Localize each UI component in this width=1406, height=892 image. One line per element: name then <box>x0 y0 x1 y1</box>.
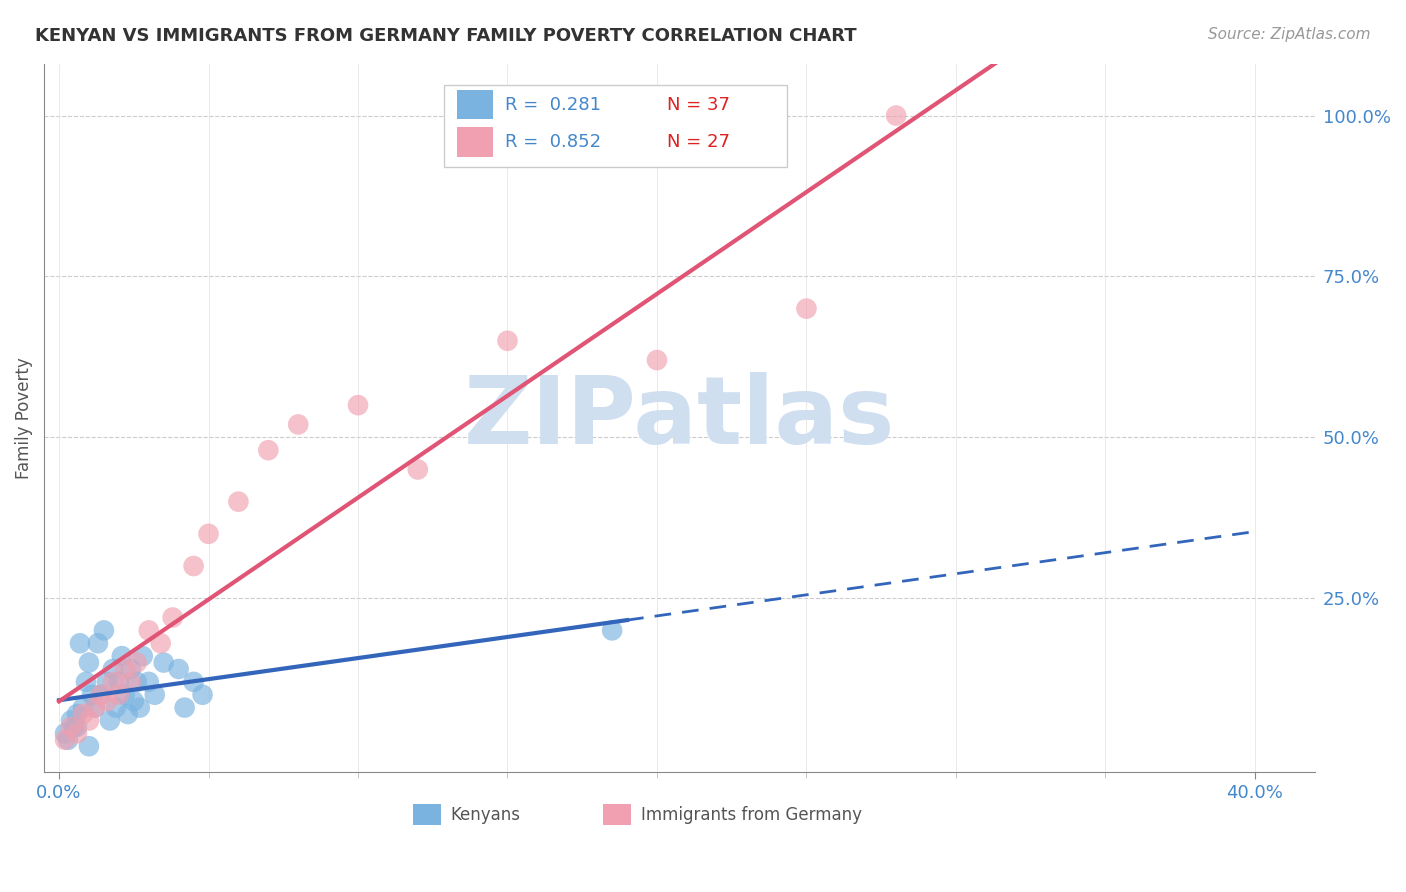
Point <box>191 688 214 702</box>
Point <box>72 707 94 722</box>
Point <box>197 526 219 541</box>
Point <box>162 610 184 624</box>
Point <box>60 714 83 728</box>
Point <box>90 688 112 702</box>
Point <box>183 674 205 689</box>
Point <box>149 636 172 650</box>
Point <box>56 732 79 747</box>
Point <box>101 674 124 689</box>
Point <box>138 624 160 638</box>
Point <box>77 656 100 670</box>
Text: R =  0.852: R = 0.852 <box>505 133 602 151</box>
Point <box>128 700 150 714</box>
Point <box>152 656 174 670</box>
Point <box>257 443 280 458</box>
Point <box>120 674 142 689</box>
Point <box>114 662 136 676</box>
Text: N = 37: N = 37 <box>666 95 730 113</box>
Bar <box>412 804 440 825</box>
Point <box>114 688 136 702</box>
Point <box>93 624 115 638</box>
Text: R =  0.281: R = 0.281 <box>505 95 602 113</box>
Point <box>108 688 131 702</box>
Point <box>69 636 91 650</box>
Point <box>406 462 429 476</box>
Point <box>122 694 145 708</box>
Point <box>143 688 166 702</box>
Point <box>287 417 309 432</box>
Text: Kenyans: Kenyans <box>451 806 520 824</box>
Text: Source: ZipAtlas.com: Source: ZipAtlas.com <box>1208 27 1371 42</box>
Point <box>53 726 76 740</box>
Point <box>72 700 94 714</box>
Point <box>138 674 160 689</box>
Point <box>104 700 127 714</box>
Point <box>101 662 124 676</box>
Point <box>125 674 148 689</box>
FancyBboxPatch shape <box>444 86 787 167</box>
Point <box>53 732 76 747</box>
Point <box>96 694 118 708</box>
Point <box>96 674 118 689</box>
Text: Immigrants from Germany: Immigrants from Germany <box>641 806 862 824</box>
Point <box>600 624 623 638</box>
Point <box>117 707 139 722</box>
Bar <box>457 90 492 120</box>
Point <box>66 726 89 740</box>
Point <box>66 707 89 722</box>
Point <box>645 353 668 368</box>
Point <box>87 636 110 650</box>
Point <box>84 700 107 714</box>
Point <box>98 714 121 728</box>
Point <box>66 720 89 734</box>
Point <box>84 700 107 714</box>
Point <box>167 662 190 676</box>
Point <box>77 739 100 754</box>
Point <box>77 714 100 728</box>
Point <box>60 720 83 734</box>
Point <box>120 662 142 676</box>
Point <box>108 674 131 689</box>
Text: N = 27: N = 27 <box>666 133 730 151</box>
Point <box>347 398 370 412</box>
Point <box>111 649 134 664</box>
Point <box>63 720 86 734</box>
Point <box>125 656 148 670</box>
Text: KENYAN VS IMMIGRANTS FROM GERMANY FAMILY POVERTY CORRELATION CHART: KENYAN VS IMMIGRANTS FROM GERMANY FAMILY… <box>35 27 856 45</box>
Point <box>796 301 818 316</box>
Bar <box>457 128 492 157</box>
Point <box>173 700 195 714</box>
Point <box>75 674 97 689</box>
Point <box>884 109 907 123</box>
Point <box>228 494 250 508</box>
Point <box>80 688 103 702</box>
Y-axis label: Family Poverty: Family Poverty <box>15 357 32 479</box>
Point <box>496 334 519 348</box>
Bar <box>603 804 631 825</box>
Point <box>183 559 205 574</box>
Point <box>132 649 155 664</box>
Text: ZIPatlas: ZIPatlas <box>464 372 896 464</box>
Point <box>90 688 112 702</box>
